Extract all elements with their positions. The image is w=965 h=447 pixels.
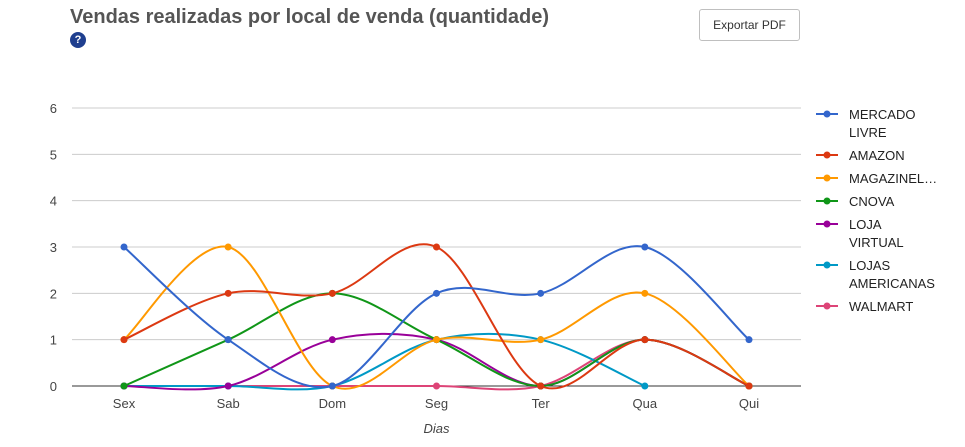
legend-label-lojas-americanas: AMERICANAS xyxy=(849,276,935,291)
legend-label-loja-virtual: VIRTUAL xyxy=(849,235,904,250)
data-point-amazon xyxy=(537,382,545,390)
data-point-mercado-livre xyxy=(745,336,753,344)
data-point-mercado-livre xyxy=(224,336,232,344)
data-point-magazinel xyxy=(433,336,440,344)
legend-marker-dot xyxy=(823,151,831,159)
x-axis-title: Dias xyxy=(423,421,450,436)
x-tick-label: Sab xyxy=(217,396,240,411)
data-point-lojas-americanas xyxy=(641,382,649,390)
legend-label-magazinel: MAGAZINEL… xyxy=(849,171,937,186)
legend-marker-dot xyxy=(823,110,831,118)
x-tick-label: Seg xyxy=(425,396,448,411)
legend-marker-dot xyxy=(823,261,831,269)
series-line-magazinel xyxy=(123,245,750,390)
data-point-cnova xyxy=(120,382,128,390)
series-line-amazon xyxy=(123,243,750,390)
legend-label-walmart: WALMART xyxy=(849,299,913,314)
data-point-mercado-livre xyxy=(537,289,545,297)
export-pdf-button[interactable]: Exportar PDF xyxy=(699,9,800,41)
legend-label-amazon: AMAZON xyxy=(849,148,905,163)
data-point-amazon xyxy=(328,289,336,297)
series-line-mercado-livre xyxy=(123,245,750,389)
data-point-loja-virtual xyxy=(224,382,232,390)
x-tick-label: Qui xyxy=(739,396,759,411)
chart-title: Vendas realizadas por local de venda (qu… xyxy=(70,6,550,28)
legend-marker-dot xyxy=(823,302,831,310)
data-point-walmart xyxy=(433,382,440,390)
series-line-walmart xyxy=(124,338,750,391)
data-point-mercado-livre xyxy=(328,382,336,390)
data-point-mercado-livre xyxy=(120,243,128,251)
y-tick-label: 0 xyxy=(50,379,57,394)
legend-marker-dot xyxy=(823,220,831,228)
legend-label-cnova: CNOVA xyxy=(849,194,895,209)
legend-label-mercado-livre: LIVRE xyxy=(849,125,887,140)
legend-label-lojas-americanas: LOJAS xyxy=(849,258,891,273)
data-point-magazinel xyxy=(224,243,232,251)
y-tick-label: 4 xyxy=(50,194,57,209)
data-point-amazon xyxy=(641,336,649,344)
y-tick-label: 2 xyxy=(50,286,57,301)
data-point-amazon xyxy=(433,243,440,251)
data-point-amazon xyxy=(120,336,128,344)
x-tick-label: Sex xyxy=(113,396,136,411)
x-tick-label: Dom xyxy=(319,396,346,411)
data-point-amazon xyxy=(745,382,753,390)
data-point-amazon xyxy=(224,289,232,297)
y-tick-label: 5 xyxy=(50,147,57,162)
series-line-lojas-americanas xyxy=(124,332,646,391)
x-tick-label: Ter xyxy=(532,396,551,411)
data-point-mercado-livre xyxy=(641,243,649,251)
legend-label-mercado-livre: MERCADO xyxy=(849,107,915,122)
data-point-magazinel xyxy=(537,336,545,344)
question-icon[interactable]: ? xyxy=(70,32,86,48)
data-point-mercado-livre xyxy=(433,289,440,297)
data-point-magazinel xyxy=(641,289,649,297)
legend-marker-dot xyxy=(823,174,831,182)
y-tick-label: 1 xyxy=(50,333,57,348)
legend-marker-dot xyxy=(823,197,831,205)
y-tick-label: 3 xyxy=(50,240,57,255)
y-tick-label: 6 xyxy=(50,101,57,116)
x-tick-label: Qua xyxy=(633,396,658,411)
legend-label-loja-virtual: LOJA xyxy=(849,217,882,232)
data-point-loja-virtual xyxy=(328,336,336,344)
